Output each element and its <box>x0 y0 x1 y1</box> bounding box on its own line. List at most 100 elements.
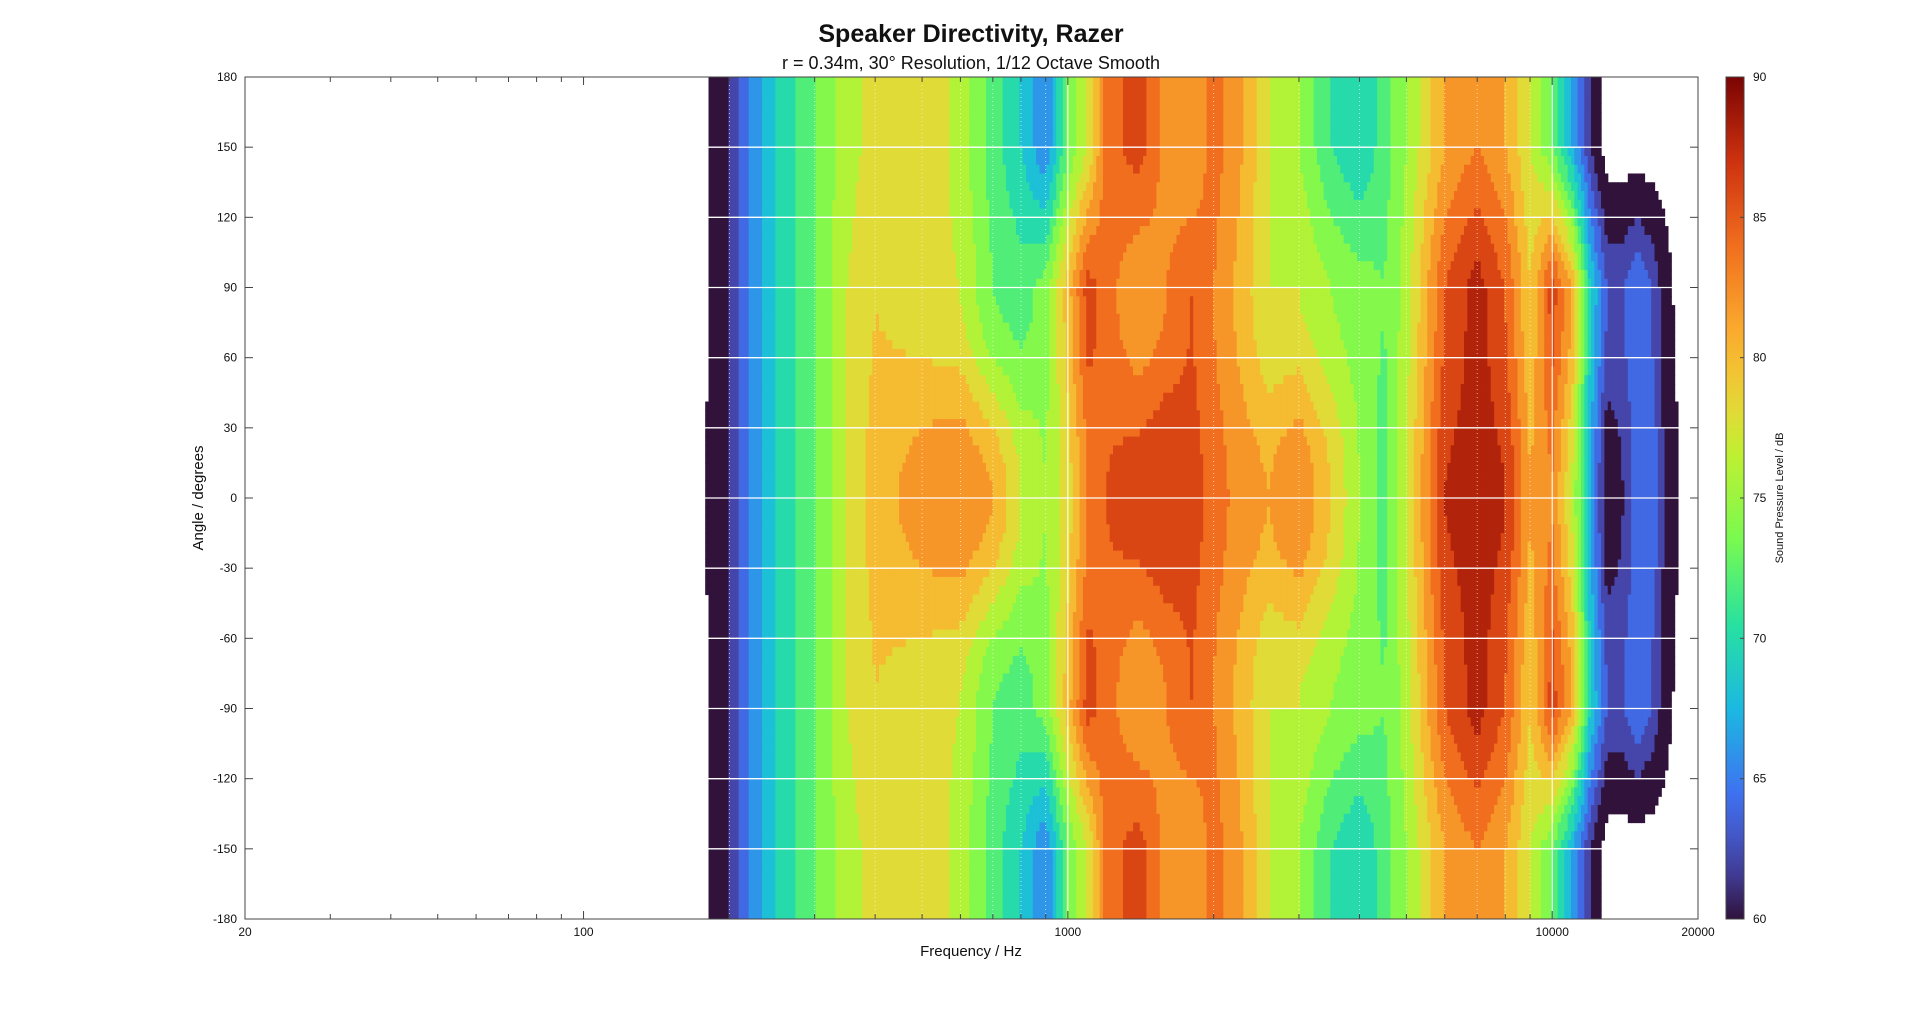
contour-cell <box>721 664 726 675</box>
contour-cell <box>788 726 793 736</box>
contour-cell <box>778 787 783 797</box>
contour-cell <box>782 655 786 666</box>
contour-cell <box>852 217 857 227</box>
contour-cell <box>751 296 756 306</box>
contour-cell <box>845 840 850 850</box>
contour-cell <box>818 120 823 131</box>
contour-cell <box>775 471 780 482</box>
contour-cell <box>748 471 753 482</box>
contour-cell <box>721 410 726 420</box>
contour-cell <box>758 392 763 403</box>
contour-cell <box>818 708 823 718</box>
contour-cell <box>728 454 733 464</box>
contour-cell <box>815 576 820 587</box>
contour-cell <box>828 769 833 780</box>
contour-cell <box>728 243 733 254</box>
contour-cell <box>788 445 793 455</box>
contour-cell <box>818 340 823 350</box>
contour-cell <box>775 366 780 376</box>
contour-cell <box>762 804 766 815</box>
contour-cell <box>755 822 760 832</box>
contour-cell <box>852 647 857 657</box>
contour-cell <box>808 682 813 692</box>
contour-cell <box>832 664 837 675</box>
contour-cell <box>718 305 723 315</box>
contour-cell <box>825 524 830 534</box>
contour-cell <box>792 366 797 376</box>
contour-cell <box>848 559 853 569</box>
contour-cell <box>835 769 840 780</box>
contour-cell <box>798 331 803 341</box>
contour-cell <box>838 313 843 324</box>
contour-cell <box>785 804 790 815</box>
contour-cell <box>862 682 867 692</box>
contour-cell <box>858 726 863 736</box>
contour-cell <box>862 550 867 560</box>
contour-cell <box>805 120 810 131</box>
contour-cell <box>855 638 860 648</box>
contour-cell <box>808 875 813 885</box>
contour-cell <box>792 147 797 157</box>
contour-cell <box>842 498 847 508</box>
contour-cell <box>818 85 823 96</box>
contour-cell <box>858 392 863 403</box>
contour-cell <box>782 427 786 438</box>
contour-cell <box>735 682 740 692</box>
contour-cell <box>735 541 740 552</box>
contour-cell <box>738 848 743 859</box>
contour-cell <box>718 357 723 368</box>
contour-cell <box>708 287 713 297</box>
contour-cell <box>708 594 713 604</box>
contour-cell <box>842 752 847 762</box>
contour-cell <box>815 94 820 104</box>
contour-cell <box>838 348 843 359</box>
contour-cell <box>731 103 736 113</box>
contour-cell <box>762 234 766 245</box>
contour-cell <box>845 226 850 236</box>
contour-cell <box>798 743 803 753</box>
contour-cell <box>728 910 733 919</box>
contour-cell <box>758 436 763 446</box>
contour-cell <box>818 138 823 148</box>
contour-cell <box>788 243 793 254</box>
contour-cell <box>728 804 733 815</box>
contour-cell <box>715 383 720 394</box>
contour-cell <box>788 217 793 227</box>
contour-cell <box>879 331 883 341</box>
contour-cell <box>758 857 763 867</box>
contour-cell <box>715 340 720 350</box>
contour-cell <box>855 541 860 552</box>
contour-cell <box>782 717 786 727</box>
contour-cell <box>795 603 800 613</box>
contour-cell <box>758 910 763 919</box>
contour-cell <box>748 638 753 648</box>
contour-cell <box>785 901 790 911</box>
contour-cell <box>721 191 726 201</box>
contour-cell <box>868 857 873 867</box>
contour-cell <box>868 576 873 587</box>
contour-cell <box>762 673 766 683</box>
contour-cell <box>715 234 720 245</box>
contour-cell <box>792 822 797 832</box>
contour-cell <box>725 612 730 622</box>
contour-cell <box>782 287 786 297</box>
contour-cell <box>852 138 857 148</box>
contour-cell <box>711 287 716 297</box>
contour-cell <box>711 129 716 139</box>
contour-cell <box>718 129 723 139</box>
contour-cell <box>835 901 840 911</box>
contour-cell <box>835 454 840 464</box>
contour-cell <box>751 629 756 639</box>
contour-cell <box>855 875 860 885</box>
contour-cell <box>735 261 740 271</box>
contour-cell <box>855 296 860 306</box>
contour-cell <box>872 129 877 139</box>
contour-cell <box>745 498 750 508</box>
contour-cell <box>815 427 820 438</box>
contour-cell <box>832 892 837 903</box>
contour-cell <box>852 471 857 482</box>
contour-cell <box>708 462 713 473</box>
contour-cell <box>858 813 863 824</box>
contour-cell <box>818 726 823 736</box>
contour-cell <box>795 515 800 525</box>
